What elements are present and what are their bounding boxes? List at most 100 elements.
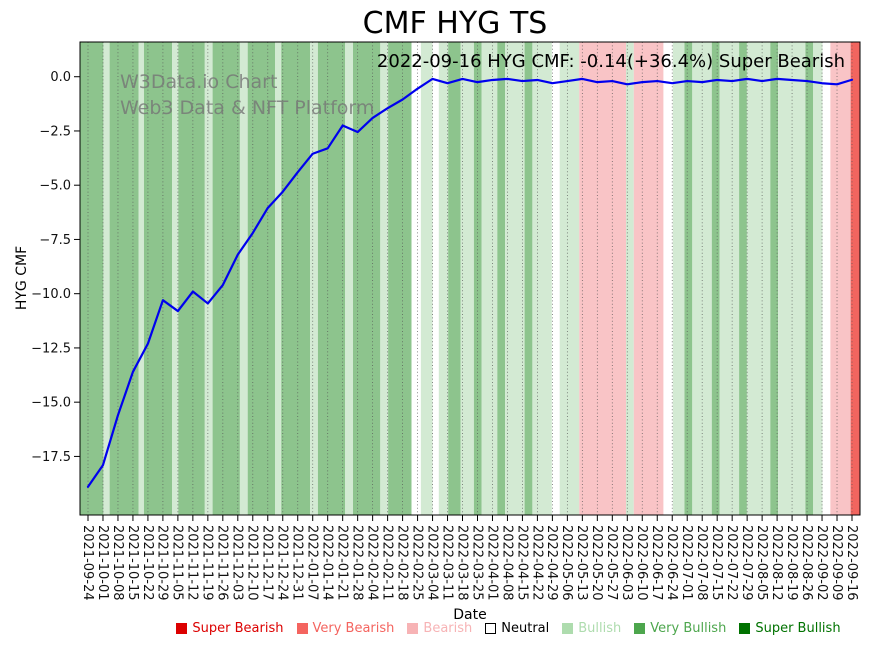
plot-border <box>79 41 861 516</box>
x-tick-label: 2022-08-05 <box>754 525 769 601</box>
legend-swatch <box>634 623 646 634</box>
sentiment-band-bearish <box>830 42 851 515</box>
x-tick-label: 2021-10-08 <box>110 525 125 601</box>
legend-label: Bullish <box>578 621 622 636</box>
legend-label: Very Bullish <box>650 621 727 636</box>
sentiment-band-bullish <box>813 42 823 515</box>
x-tick-label: 2022-07-15 <box>709 525 724 601</box>
y-tick-label: 0.0 <box>50 70 71 85</box>
legend-swatch <box>407 623 419 634</box>
sentiment-band-very_bearish <box>850 42 860 515</box>
watermark-line1: W3Data.io Chart <box>120 71 278 93</box>
sentiment-band-bearish <box>579 42 626 515</box>
x-tick-label: 2021-09-24 <box>80 525 95 601</box>
sentiment-band-neutral <box>432 42 439 515</box>
sentiment-band-very_bullish <box>281 42 311 515</box>
x-tick-label: 2021-12-24 <box>275 525 290 601</box>
sentiment-band-bullish <box>380 42 389 515</box>
sentiment-band-very_bullish <box>143 42 173 515</box>
x-tick-label: 2021-11-05 <box>170 525 185 601</box>
x-tick-label: 2022-01-14 <box>320 525 335 601</box>
sentiment-band-very_bullish <box>388 42 412 515</box>
sentiment-band-bullish <box>481 42 498 515</box>
x-tick-label: 2021-10-22 <box>140 525 155 601</box>
x-tick-label: 2022-07-08 <box>694 525 709 601</box>
sentiment-band-very_bullish <box>524 42 533 515</box>
chart-title: CMF HYG TS <box>362 6 548 41</box>
x-tick-label: 2021-11-19 <box>200 525 215 601</box>
sentiment-band-neutral <box>822 42 831 515</box>
x-tick-label: 2022-02-04 <box>364 525 379 601</box>
x-tick-label: 2022-06-10 <box>634 525 649 601</box>
sentiment-band-bullish <box>505 42 525 515</box>
legend-item-bearish: Bearish <box>407 621 472 636</box>
legend-label: Very Bearish <box>312 621 395 636</box>
y-tick-label: −12.5 <box>31 341 71 356</box>
x-tick-label: 2022-01-28 <box>349 525 364 601</box>
cmf-line <box>86 77 854 488</box>
sentiment-band-very_bullish <box>80 42 104 515</box>
x-tick-label: 2022-04-01 <box>484 525 499 601</box>
legend-item-neutral: Neutral <box>485 621 549 636</box>
x-tick-label: 2022-03-18 <box>454 525 469 601</box>
latest-value-annotation: 2022-09-16 HYG CMF: -0.14(+36.4%) Super … <box>376 51 845 72</box>
sentiment-band-bullish <box>460 42 474 515</box>
watermark-line2: Web3 Data & NFT Platform <box>120 97 375 119</box>
sentiment-band-bullish <box>626 42 634 515</box>
x-tick-label: 2022-09-02 <box>814 525 829 601</box>
sentiment-band-bullish <box>746 42 771 515</box>
sentiment-band-neutral <box>411 42 421 515</box>
x-tick-label: 2022-05-13 <box>574 525 589 601</box>
x-tick-label: 2022-01-07 <box>305 525 320 601</box>
legend-label: Bearish <box>423 621 473 636</box>
sentiment-band-very_bullish <box>497 42 506 515</box>
sentiment-band-bullish <box>719 42 740 515</box>
legend-item-bullish: Bullish <box>562 621 621 636</box>
sentiment-band-bullish <box>239 42 248 515</box>
legend: Super Bearish Very Bearish Bearish Neutral B… <box>150 621 867 636</box>
x-tick-label: 2021-10-01 <box>95 525 110 601</box>
x-axis-label: Date <box>453 607 487 623</box>
x-tick-label: 2022-04-15 <box>514 525 529 601</box>
x-tick-label: 2021-12-03 <box>230 525 245 601</box>
x-tick-label: 2021-10-29 <box>155 525 170 601</box>
legend-swatch <box>296 623 308 634</box>
legend-label: Neutral <box>501 621 550 636</box>
sentiment-band-bullish <box>559 42 580 515</box>
x-tick-label: 2022-05-20 <box>589 525 604 601</box>
x-tick-label: 2021-11-12 <box>185 525 200 601</box>
sentiment-band-very_bullish <box>684 42 693 515</box>
sentiment-band-bullish <box>532 42 552 515</box>
sentiment-band-bullish <box>172 42 179 515</box>
sentiment-band-very_bullish <box>109 42 139 515</box>
sentiment-band-bullish <box>204 42 213 515</box>
x-tick-label: 2022-08-26 <box>799 525 814 601</box>
legend-item-super-bearish: Super Bearish <box>176 621 284 636</box>
x-tick-label: 2021-10-15 <box>125 525 140 601</box>
x-tick-label: 2022-02-25 <box>409 525 424 601</box>
legend-swatch <box>176 623 188 634</box>
legend-swatch <box>562 623 574 634</box>
legend-swatch <box>739 623 751 634</box>
y-axis-label: HYG CMF <box>14 245 30 311</box>
x-tick-label: 2021-11-26 <box>215 525 230 601</box>
x-tick-label: 2022-06-03 <box>619 525 634 601</box>
sentiment-band-bullish <box>420 42 433 515</box>
sentiment-band-very_bullish <box>770 42 779 515</box>
x-tick-label: 2022-05-27 <box>604 525 619 601</box>
sentiment-band-neutral <box>551 42 560 515</box>
x-tick-label: 2022-07-29 <box>739 525 754 601</box>
x-tick-label: 2021-12-31 <box>290 525 305 601</box>
x-tick-label: 2021-12-10 <box>245 525 260 601</box>
sentiment-band-bullish <box>345 42 353 515</box>
x-tick-label: 2022-04-29 <box>544 525 559 601</box>
x-tick-label: 2022-01-21 <box>335 525 350 601</box>
x-tick-label: 2022-08-12 <box>769 525 784 601</box>
x-tick-label: 2022-04-22 <box>529 525 544 601</box>
x-tick-label: 2022-07-01 <box>679 525 694 601</box>
x-tick-label: 2022-09-09 <box>829 525 844 601</box>
sentiment-band-bearish <box>633 42 664 515</box>
y-tick-label: −17.5 <box>31 450 71 465</box>
